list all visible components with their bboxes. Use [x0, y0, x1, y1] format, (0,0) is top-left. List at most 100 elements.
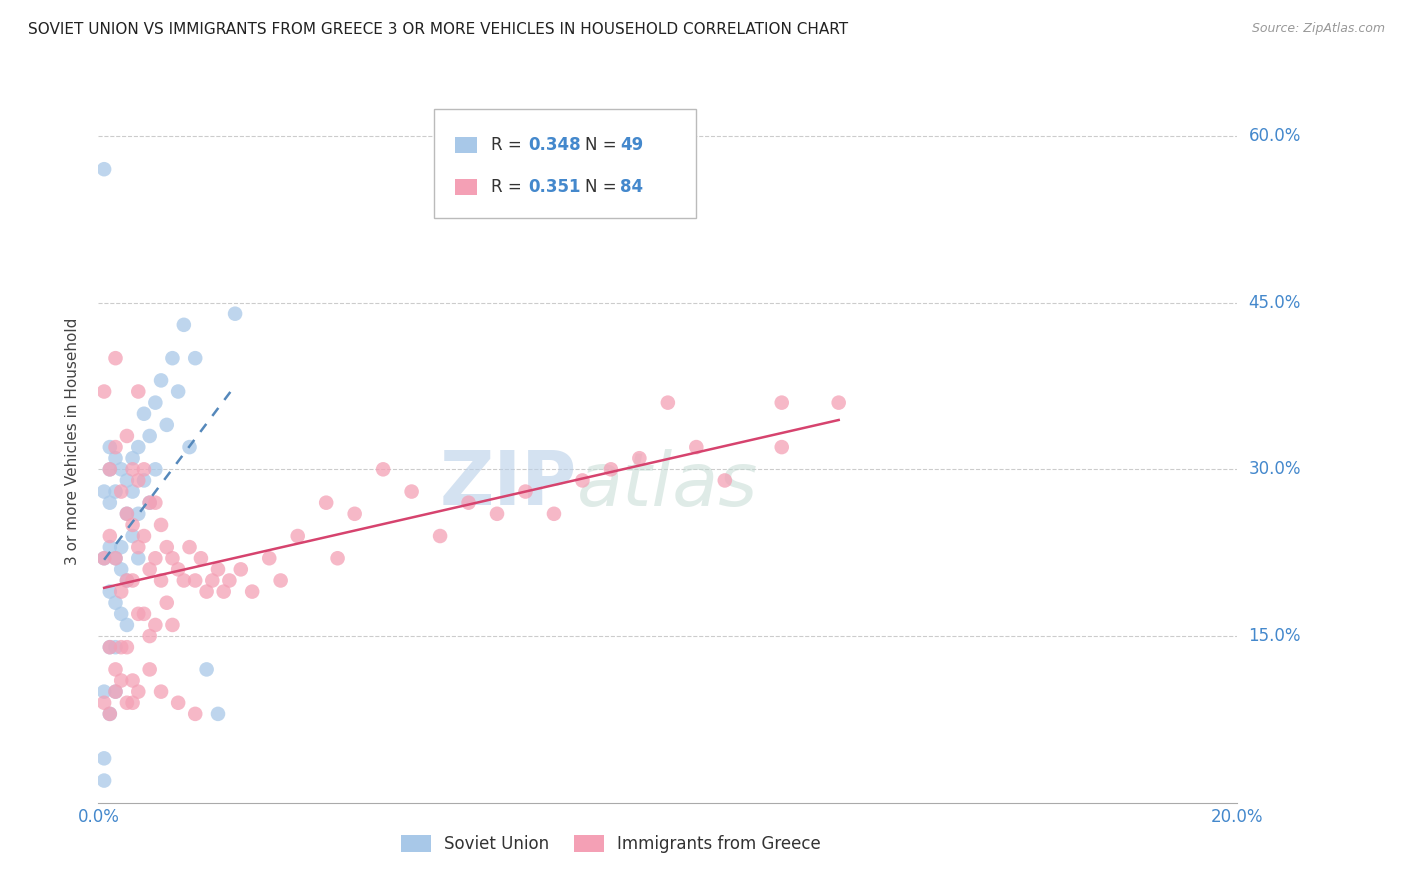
Text: N =: N = — [585, 136, 621, 153]
Text: Source: ZipAtlas.com: Source: ZipAtlas.com — [1251, 22, 1385, 36]
Point — [229, 562, 252, 576]
Point — [132, 529, 155, 543]
Point — [212, 584, 235, 599]
Point — [190, 551, 212, 566]
Point — [115, 574, 138, 588]
Point — [828, 395, 851, 409]
Point — [98, 584, 121, 599]
Point — [93, 162, 115, 177]
Point — [98, 706, 121, 721]
Point — [628, 451, 651, 466]
Point — [104, 351, 127, 366]
Text: 15.0%: 15.0% — [1249, 627, 1301, 645]
Point — [121, 696, 143, 710]
Point — [657, 395, 679, 409]
Point — [132, 462, 155, 476]
Point — [150, 373, 173, 387]
Point — [132, 607, 155, 621]
Point — [121, 517, 143, 532]
Text: N =: N = — [585, 178, 621, 196]
Point — [207, 562, 229, 576]
Point — [115, 640, 138, 655]
Point — [138, 496, 160, 510]
Point — [207, 706, 229, 721]
FancyBboxPatch shape — [434, 109, 696, 218]
Text: 30.0%: 30.0% — [1249, 460, 1301, 478]
Point — [121, 574, 143, 588]
Point — [162, 351, 184, 366]
Point — [127, 684, 149, 698]
Point — [315, 496, 337, 510]
Point — [104, 440, 127, 454]
Point — [184, 351, 207, 366]
Point — [110, 640, 132, 655]
Point — [127, 474, 149, 488]
Point — [201, 574, 224, 588]
Point — [121, 451, 143, 466]
Point — [184, 706, 207, 721]
Point — [184, 574, 207, 588]
Point — [93, 384, 115, 399]
Point — [240, 584, 263, 599]
Point — [156, 540, 179, 554]
Point — [93, 484, 115, 499]
Point — [515, 484, 537, 499]
Point — [115, 507, 138, 521]
Point — [93, 751, 115, 765]
Point — [571, 474, 593, 488]
Point — [156, 596, 179, 610]
Point — [110, 462, 132, 476]
Point — [104, 484, 127, 499]
Legend: Soviet Union, Immigrants from Greece: Soviet Union, Immigrants from Greece — [394, 828, 828, 860]
Point — [93, 684, 115, 698]
Point — [98, 462, 121, 476]
Point — [127, 384, 149, 399]
Point — [486, 507, 509, 521]
Point — [145, 496, 167, 510]
Bar — [456, 136, 478, 153]
Point — [110, 484, 132, 499]
Point — [162, 618, 184, 632]
Point — [145, 395, 167, 409]
Point — [127, 607, 149, 621]
Point — [600, 462, 623, 476]
Point — [770, 395, 793, 409]
Point — [121, 673, 143, 688]
Point — [150, 684, 173, 698]
Point — [104, 640, 127, 655]
Point — [224, 307, 246, 321]
Point — [104, 684, 127, 698]
Point — [127, 540, 149, 554]
Point — [287, 529, 309, 543]
Point — [104, 551, 127, 566]
Point — [115, 429, 138, 443]
Text: 0.351: 0.351 — [527, 178, 581, 196]
Point — [167, 384, 190, 399]
Point — [115, 618, 138, 632]
Text: 49: 49 — [620, 136, 644, 153]
Point — [110, 562, 132, 576]
Point — [714, 474, 737, 488]
Point — [104, 451, 127, 466]
Point — [162, 551, 184, 566]
Point — [93, 696, 115, 710]
Point — [138, 629, 160, 643]
Point — [343, 507, 366, 521]
Point — [138, 429, 160, 443]
Point — [115, 574, 138, 588]
Point — [326, 551, 349, 566]
Point — [93, 551, 115, 566]
Point — [150, 517, 173, 532]
Point — [270, 574, 292, 588]
Text: R =: R = — [491, 136, 527, 153]
Point — [98, 706, 121, 721]
Point — [93, 551, 115, 566]
Point — [98, 640, 121, 655]
Point — [145, 551, 167, 566]
Point — [173, 574, 195, 588]
Text: 84: 84 — [620, 178, 643, 196]
Point — [98, 496, 121, 510]
Point — [115, 507, 138, 521]
Point — [401, 484, 423, 499]
Point — [195, 662, 218, 676]
